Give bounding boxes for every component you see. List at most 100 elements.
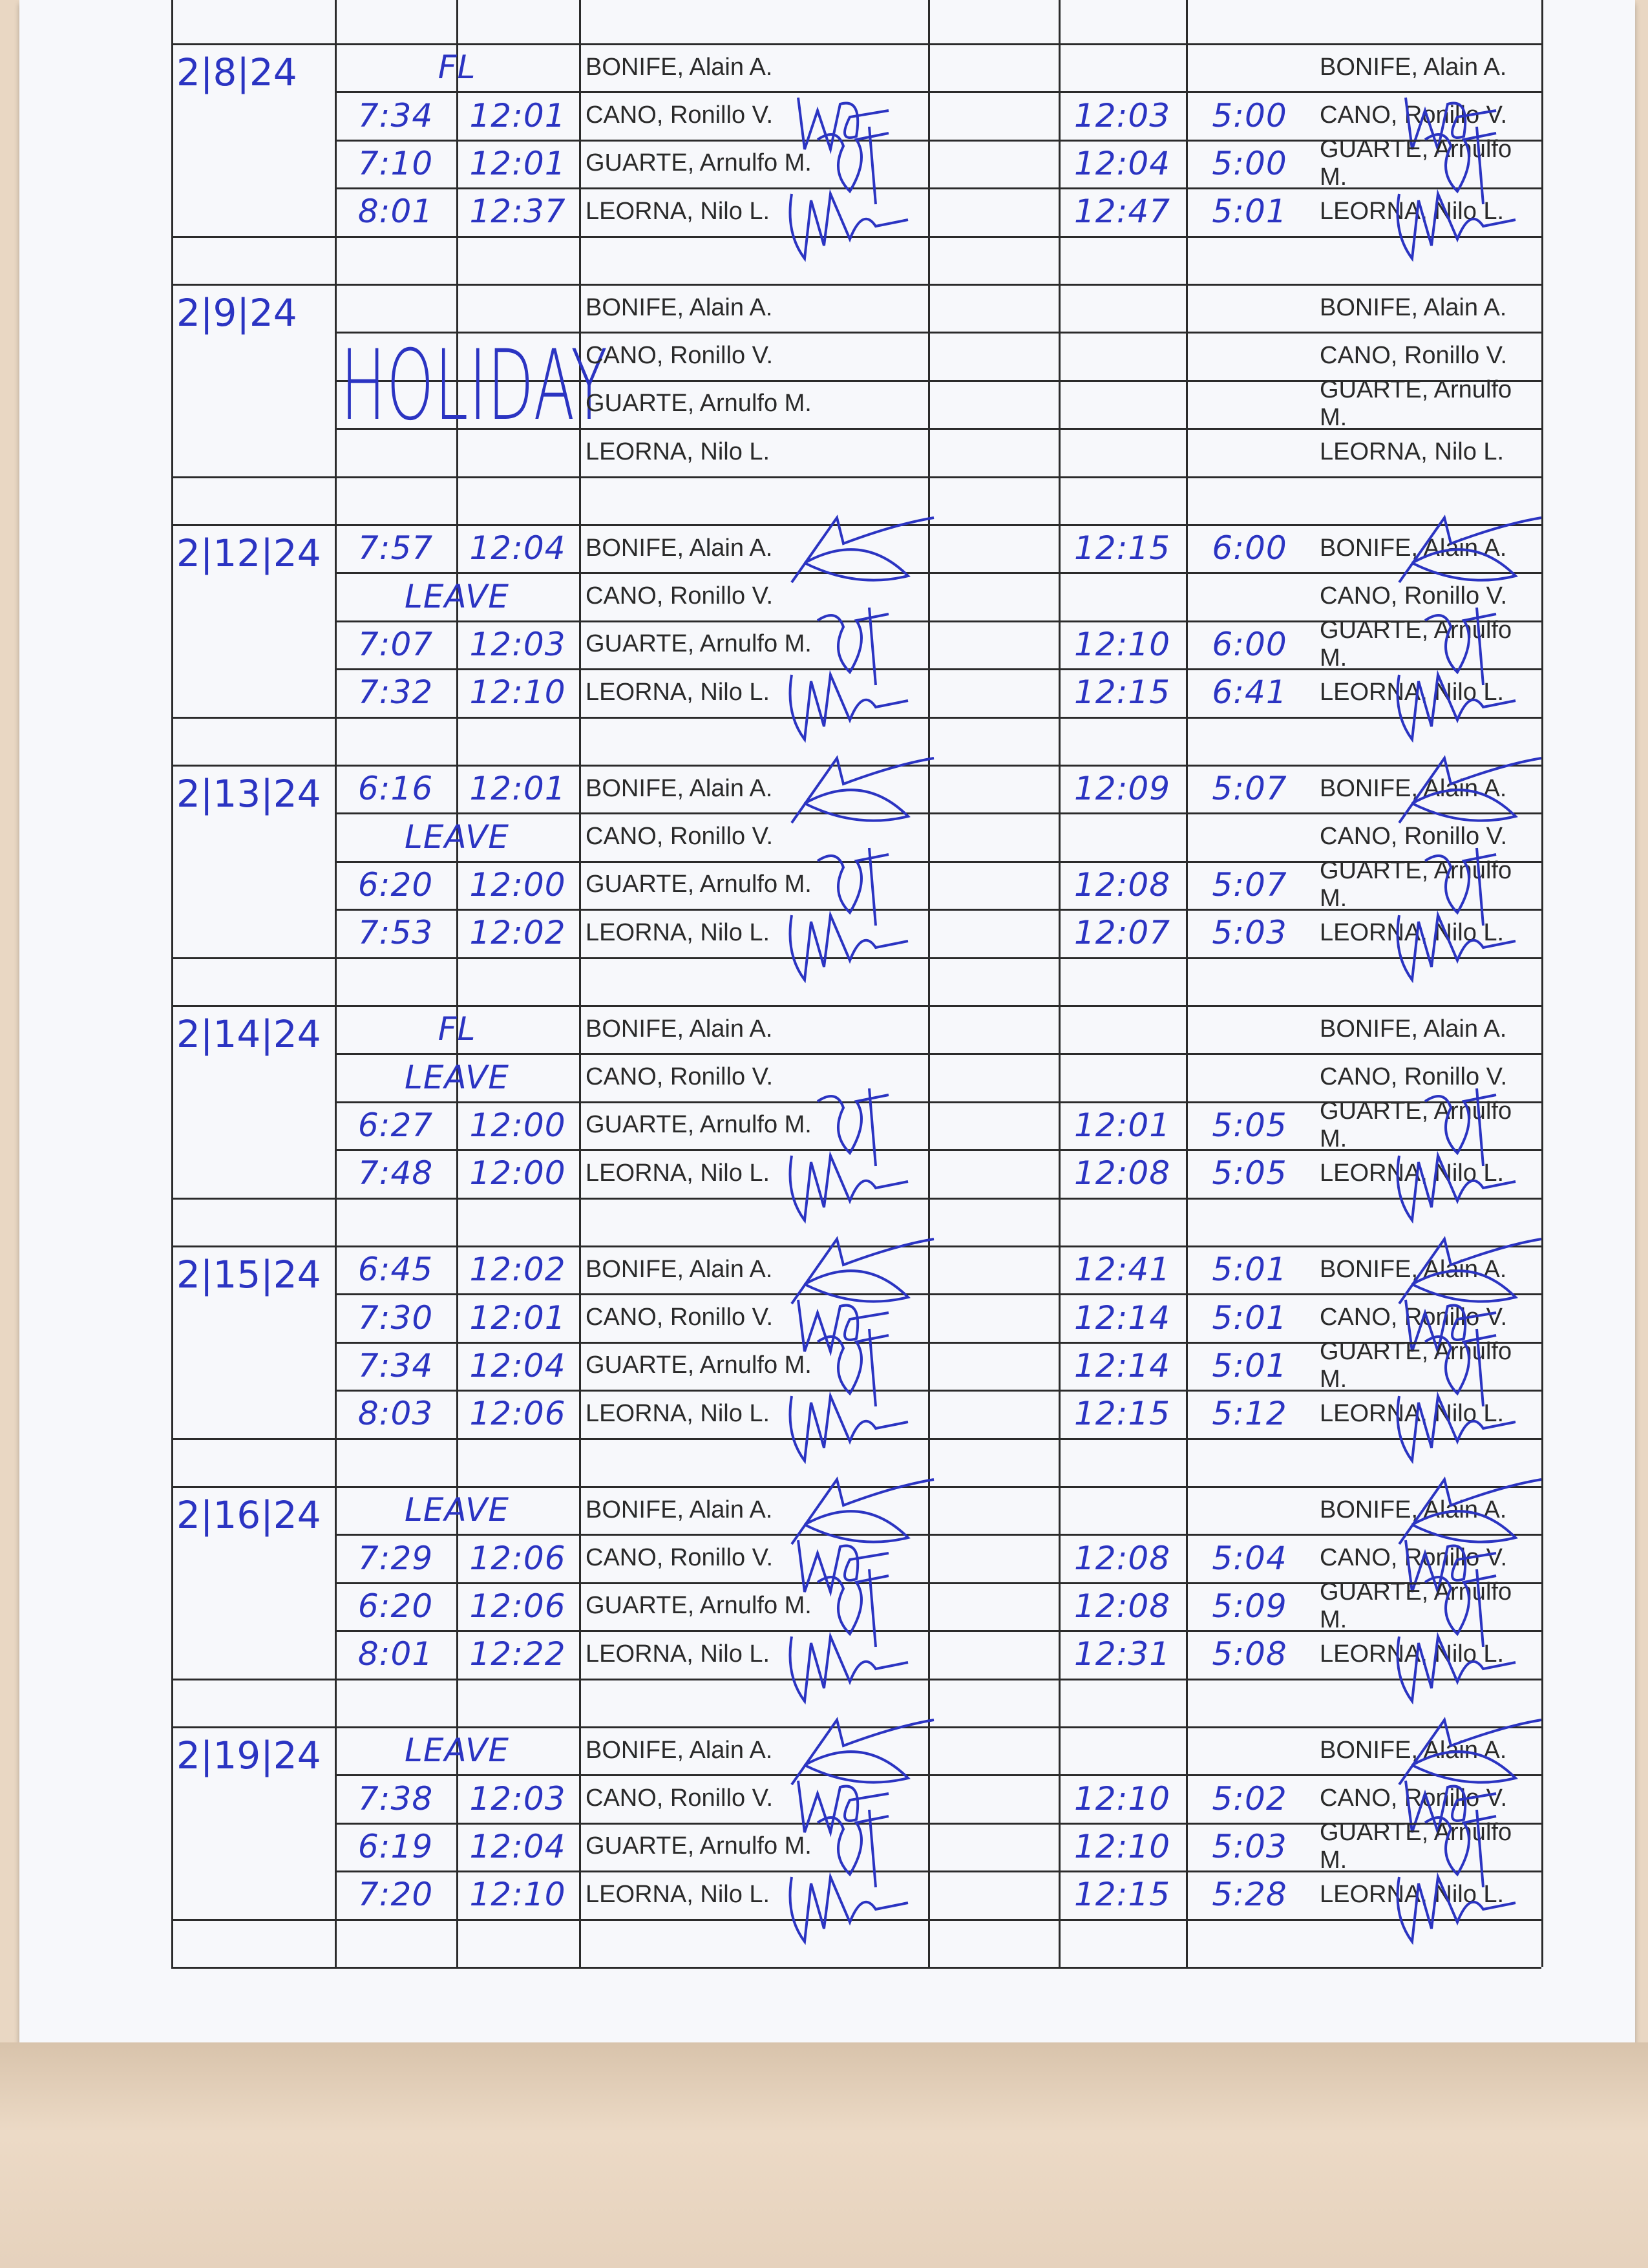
pm-time-in: 12:08: [1073, 1587, 1171, 1625]
employee-name-pm: BONIFE, Alain A.: [1320, 1255, 1507, 1283]
pm-time-in: 12:04: [1073, 144, 1171, 182]
am-time-in: 6:20: [357, 865, 434, 904]
pm-time-out: 5:04: [1212, 1539, 1287, 1577]
row-divider: [335, 1534, 1541, 1536]
am-time-out: 12:04: [469, 1346, 566, 1384]
employee-name-pm: CANO, Ronillo V.: [1320, 823, 1508, 851]
employee-name: GUARTE, Arnulfo M.: [586, 1351, 812, 1379]
background-surface: [0, 2042, 1648, 2268]
pm-time-in: 12:47: [1073, 193, 1171, 231]
employee-name: BONIFE, Alain A.: [586, 1015, 773, 1043]
pm-time-in: 12:41: [1073, 1251, 1171, 1289]
employee-name: LEORNA, Nilo L.: [586, 678, 770, 706]
row-divider: [335, 139, 1541, 142]
pm-time-in: 12:10: [1073, 1827, 1171, 1865]
employee-name-pm: LEORNA, Nilo L.: [1320, 678, 1505, 706]
column-divider: [579, 0, 581, 1967]
am-time-out: 12:06: [469, 1587, 566, 1625]
row-divider: [335, 620, 1541, 622]
employee-name: LEORNA, Nilo L.: [586, 197, 770, 225]
row-divider: [335, 187, 1541, 190]
row-divider: [335, 1582, 1541, 1584]
employee-name-pm: CANO, Ronillo V.: [1320, 1063, 1508, 1091]
column-divider: [1541, 0, 1543, 1967]
employee-name-pm: BONIFE, Alain A.: [1320, 774, 1507, 802]
pm-time-out: 5:02: [1212, 1779, 1287, 1818]
employee-name-pm: CANO, Ronillo V.: [1320, 582, 1508, 610]
am-time-out: 12:03: [469, 625, 566, 663]
am-time-in: 7:38: [357, 1779, 434, 1818]
pm-time-out: 6:00: [1212, 625, 1287, 663]
employee-name: GUARTE, Arnulfo M.: [586, 1832, 812, 1860]
row-divider: [335, 1390, 1541, 1392]
pm-time-out: 5:05: [1212, 1106, 1287, 1144]
am-time-in: 8:01: [357, 1635, 434, 1673]
pm-time-out: 5:08: [1212, 1635, 1287, 1673]
am-time-out: 12:03: [469, 1779, 566, 1818]
am-time-out: 12:01: [469, 144, 566, 182]
employee-name-pm: GUARTE, Arnulfo M.: [1320, 376, 1512, 431]
employee-name-pm: GUARTE, Arnulfo M.: [1320, 1097, 1512, 1152]
am-time-in: 8:03: [357, 1395, 434, 1433]
am-time-out: 12:00: [469, 1106, 566, 1144]
am-remark: LEAVE: [405, 577, 509, 615]
employee-name: CANO, Ronillo V.: [586, 582, 774, 610]
am-time-in: 7:57: [357, 529, 434, 567]
pm-time-in: 12:15: [1073, 1876, 1171, 1914]
employee-name-pm: BONIFE, Alain A.: [1320, 534, 1507, 562]
pm-time-in: 12:14: [1073, 1346, 1171, 1384]
am-time-out: [456, 380, 579, 428]
row-divider: [171, 1918, 1541, 1921]
employee-name-pm: GUARTE, Arnulfo M.: [1320, 617, 1512, 672]
row-divider: [171, 957, 1541, 959]
employee-name: LEORNA, Nilo L.: [586, 918, 770, 946]
row-divider: [335, 860, 1541, 863]
employee-name: CANO, Ronillo V.: [586, 101, 774, 129]
employee-name: GUARTE, Arnulfo M.: [586, 1592, 812, 1620]
employee-name-pm: GUARTE, Arnulfo M.: [1320, 1578, 1512, 1633]
pm-time-in: 12:10: [1073, 1779, 1171, 1818]
pm-time-out: 5:00: [1212, 144, 1287, 182]
pm-time-out: 5:28: [1212, 1876, 1287, 1914]
am-time-in: 7:07: [357, 625, 434, 663]
am-time-in: 7:29: [357, 1539, 434, 1577]
employee-name-pm: GUARTE, Arnulfo M.: [1320, 1338, 1512, 1393]
pm-time-out: 5:01: [1212, 1346, 1287, 1384]
column-divider: [928, 0, 930, 1967]
employee-name-pm: CANO, Ronillo V.: [1320, 1544, 1508, 1572]
am-time-in: 7:34: [357, 1346, 434, 1384]
am-time-in: 6:27: [357, 1106, 434, 1144]
pm-time-out: 5:01: [1212, 1298, 1287, 1337]
employee-name: CANO, Ronillo V.: [586, 1304, 774, 1331]
pm-time-out: [1186, 572, 1313, 620]
am-time-out: 12:00: [469, 865, 566, 904]
row-divider: [335, 1630, 1541, 1633]
am-time-out: 12:06: [469, 1539, 566, 1577]
column-divider: [171, 0, 173, 1967]
row-divider: [171, 1437, 1541, 1440]
pm-time-in: [1059, 572, 1186, 620]
row-divider: [171, 1197, 1541, 1200]
pm-time-in: 12:08: [1073, 865, 1171, 904]
employee-name: LEORNA, Nilo L.: [586, 438, 770, 465]
am-time-out: 12:10: [469, 1876, 566, 1914]
pm-time-out: [1186, 428, 1313, 476]
date-label: 2|16|24: [176, 1492, 321, 1537]
employee-name-pm: BONIFE, Alain A.: [1320, 53, 1507, 81]
pm-time-in: 12:10: [1073, 625, 1171, 663]
row-divider: [171, 235, 1541, 238]
pm-time-in: [1059, 332, 1186, 379]
am-time-out: [456, 284, 579, 332]
am-time-in: 7:30: [357, 1298, 434, 1337]
am-time-out: 12:10: [469, 673, 566, 712]
am-remark: LEAVE: [405, 818, 509, 856]
employee-name: GUARTE, Arnulfo M.: [586, 390, 812, 418]
row-divider: [335, 812, 1541, 815]
column-divider: [335, 0, 337, 1967]
employee-name-pm: BONIFE, Alain A.: [1320, 1015, 1507, 1043]
row-divider: [171, 284, 1541, 286]
employee-name-pm: CANO, Ronillo V.: [1320, 1785, 1508, 1812]
employee-name: BONIFE, Alain A.: [586, 534, 773, 562]
row-divider: [335, 91, 1541, 94]
pm-time-out: 6:00: [1212, 529, 1287, 567]
